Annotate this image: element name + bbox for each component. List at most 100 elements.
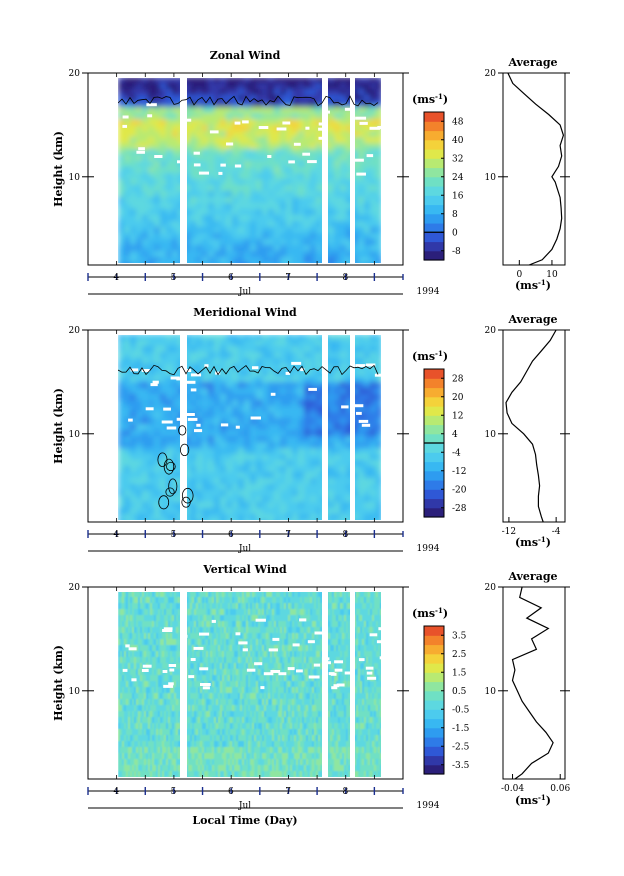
average-y-tick-label: 10: [485, 687, 497, 697]
vertical-unit-label: (ms-1): [412, 606, 448, 620]
colorbar-swatch: [424, 378, 444, 389]
colorbar-swatch: [424, 387, 444, 398]
colorbar-swatch: [424, 737, 444, 747]
x-tick-label: 7: [285, 787, 291, 797]
colorbar-tick-label: -4: [452, 448, 461, 458]
average-x-tick-label: -12: [502, 527, 517, 537]
meridional-title: Meridional Wind: [193, 306, 297, 319]
average-x-tick-label: 0: [516, 270, 522, 280]
x-tick-label: 5: [171, 273, 177, 283]
colorbar-swatch: [424, 158, 444, 169]
colorbar-swatch: [424, 415, 444, 426]
meridional-average-profile: 10 20 -12 -4: [485, 326, 570, 537]
colorbar-tick-label: 16: [452, 191, 464, 201]
colorbar-tick-label: 12: [452, 411, 463, 421]
panel-meridional: Meridional Wind 10 20 Height (km) 4 5 6 7 8 J…: [52, 306, 570, 554]
vertical-colorbar: 3.5 2.5 1.5 0.5 -0.5 -1.5 -2.5 -3.5: [423, 625, 470, 775]
colorbar-tick-label: 1.5: [452, 668, 467, 678]
vertical-month-label: Jul: [238, 801, 251, 811]
colorbar-tick-label: -1.5: [452, 724, 470, 734]
zonal-average-profile: 10 20 0 10: [485, 69, 570, 280]
average-x-tick-label: -4: [552, 527, 561, 537]
average-x-tick-label: 0.06: [550, 784, 570, 794]
x-tick-label: 4: [113, 273, 119, 283]
average-profile-line: [511, 586, 554, 780]
colorbar-tick-label: 0: [452, 228, 458, 238]
colorbar-swatch: [424, 718, 444, 729]
vertical-average-profile: 10 20 -0.04 0.06: [485, 583, 571, 794]
average-profile-line: [505, 329, 557, 523]
zonal-month-label: Jul: [238, 287, 251, 297]
meridional-plot-frame: [87, 329, 404, 523]
average-x-tick-label: -0.04: [501, 784, 524, 794]
meridional-average-unit: (ms-1): [515, 535, 551, 549]
colorbar-swatch: [424, 204, 444, 215]
colorbar-tick-label: 20: [452, 393, 464, 403]
x-tick-label: 8: [342, 273, 348, 283]
colorbar-swatch: [424, 672, 444, 683]
vertical-ylabel: Height (km): [52, 645, 65, 721]
colorbar-swatch: [424, 681, 444, 692]
colorbar-swatch: [424, 112, 444, 122]
y-tick-label: 20: [69, 69, 81, 79]
colorbar-swatch: [424, 223, 444, 233]
meridional-unit-label: (ms-1): [412, 349, 448, 363]
zonal-unit-label: (ms-1): [412, 92, 448, 106]
colorbar-tick-label: 0.5: [452, 687, 467, 697]
meridional-month-label: Jul: [238, 544, 251, 554]
colorbar-swatch: [424, 480, 444, 490]
colorbar-swatch: [424, 139, 444, 150]
colorbar-swatch: [424, 241, 444, 252]
colorbar-swatch: [424, 433, 444, 444]
y-tick-label: 10: [69, 687, 81, 697]
meridional-heatmap: [118, 335, 381, 520]
average-y-tick-label: 20: [485, 326, 497, 336]
y-tick-label: 20: [69, 583, 81, 593]
vertical-average-frame: [502, 586, 566, 780]
vertical-title: Vertical Wind: [202, 563, 287, 576]
colorbar-swatch: [424, 764, 444, 775]
colorbar-tick-label: 4: [452, 430, 458, 440]
zonal-colorbar: 48 40 32 24 16 8 0 -8: [423, 111, 464, 261]
meridional-x-axis: 4 5 6 7 8: [87, 330, 404, 552]
zonal-ylabel: Height (km): [52, 131, 65, 207]
colorbar-swatch: [424, 489, 444, 500]
colorbar-swatch: [424, 213, 444, 224]
colorbar-swatch: [424, 424, 444, 435]
colorbar-swatch: [424, 149, 444, 159]
vertical-year-label: 1994: [417, 801, 440, 811]
meridional-colorbar: 28 20 12 4 -4 -12 -20 -28: [423, 368, 467, 518]
colorbar-swatch: [424, 635, 444, 646]
meridional-average-title: Average: [507, 313, 557, 326]
zonal-average-frame: [502, 72, 566, 266]
colorbar-swatch: [424, 507, 444, 518]
colorbar-swatch: [424, 644, 444, 655]
colorbar-swatch: [424, 176, 444, 187]
x-tick-label: 5: [171, 530, 177, 540]
colorbar-swatch: [424, 700, 444, 710]
colorbar-swatch: [424, 626, 444, 636]
x-tick-label: 6: [228, 273, 234, 283]
vertical-average-unit: (ms-1): [515, 793, 551, 807]
x-tick-label: 6: [228, 787, 234, 797]
x-tick-label: 4: [113, 530, 119, 540]
colorbar-swatch: [424, 470, 444, 481]
colorbar-tick-label: 8: [452, 210, 458, 220]
x-tick-label: 7: [285, 273, 291, 283]
colorbar-tick-label: 40: [452, 136, 464, 146]
colorbar-swatch: [424, 746, 444, 757]
average-y-tick-label: 10: [485, 173, 497, 183]
zonal-title: Zonal Wind: [210, 49, 281, 62]
colorbar-tick-label: 48: [452, 117, 464, 127]
colorbar-swatch: [424, 690, 444, 701]
colorbar-swatch: [424, 498, 444, 509]
average-profile-line: [507, 72, 565, 266]
average-y-tick-label: 10: [485, 430, 497, 440]
meridional-average-frame: [502, 329, 566, 523]
y-tick-label: 10: [69, 430, 81, 440]
colorbar-tick-label: 32: [452, 154, 463, 164]
colorbar-swatch: [424, 452, 444, 463]
x-tick-label: 8: [342, 787, 348, 797]
colorbar-swatch: [424, 406, 444, 416]
colorbar-swatch: [424, 709, 444, 720]
